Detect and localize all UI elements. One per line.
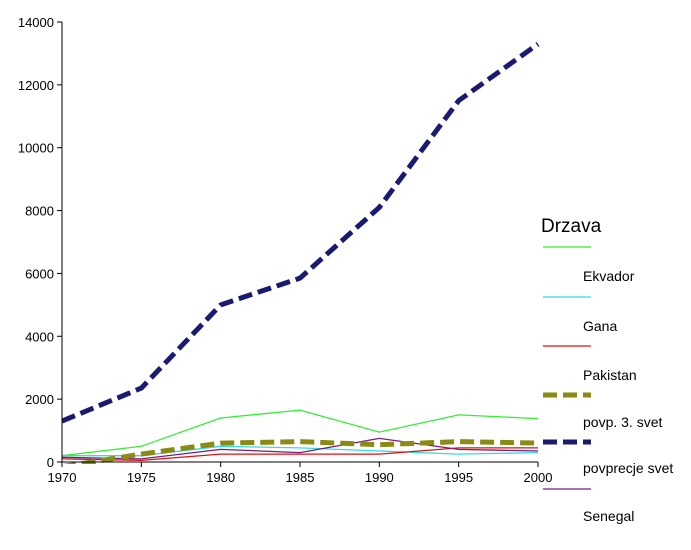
legend-label-pakistan: Pakistan	[583, 367, 637, 383]
y-tick-label: 2000	[25, 392, 54, 407]
legend-label-senegal: Senegal	[583, 508, 634, 524]
x-tick-label: 1975	[127, 470, 156, 485]
legend-label-ekvador: Ekvador	[583, 268, 635, 284]
series-line-pakistan	[62, 447, 538, 462]
plot-area	[62, 41, 540, 464]
series-line-ekvador	[62, 409, 539, 457]
y-tick-label: 12000	[18, 78, 54, 93]
legend-title: Drzava	[541, 216, 602, 237]
axes: 0 2000 4000 6000 8000 10000 12000 14000 1970 1975…	[18, 15, 553, 485]
x-tick-label: 1970	[48, 470, 77, 485]
x-tick-label: 1990	[365, 470, 394, 485]
legend-label-povprecje-svet: povprecje svet	[583, 460, 673, 476]
series-line-senegal	[62, 437, 539, 460]
series-line-povp-3-svet	[63, 439, 539, 464]
legend-label-gana: Gana	[583, 318, 617, 334]
y-tick-label: 0	[47, 455, 54, 470]
y-tick-label: 10000	[18, 141, 54, 156]
y-tick-label: 4000	[25, 329, 54, 344]
x-tick-label: 1980	[206, 470, 235, 485]
legend: Drzava Ekvador Gana Pakistan povp. 3. svet p…	[541, 216, 673, 524]
y-tick-label: 8000	[25, 204, 54, 219]
y-tick-label: 14000	[18, 15, 54, 30]
x-tick-label: 1985	[286, 470, 315, 485]
x-tick-label: 2000	[524, 470, 553, 485]
legend-label-povp-3-svet: povp. 3. svet	[583, 414, 662, 430]
y-tick-label: 6000	[25, 266, 54, 281]
x-tick-label: 1995	[444, 470, 473, 485]
series-line-povprecje-svet	[62, 41, 540, 424]
